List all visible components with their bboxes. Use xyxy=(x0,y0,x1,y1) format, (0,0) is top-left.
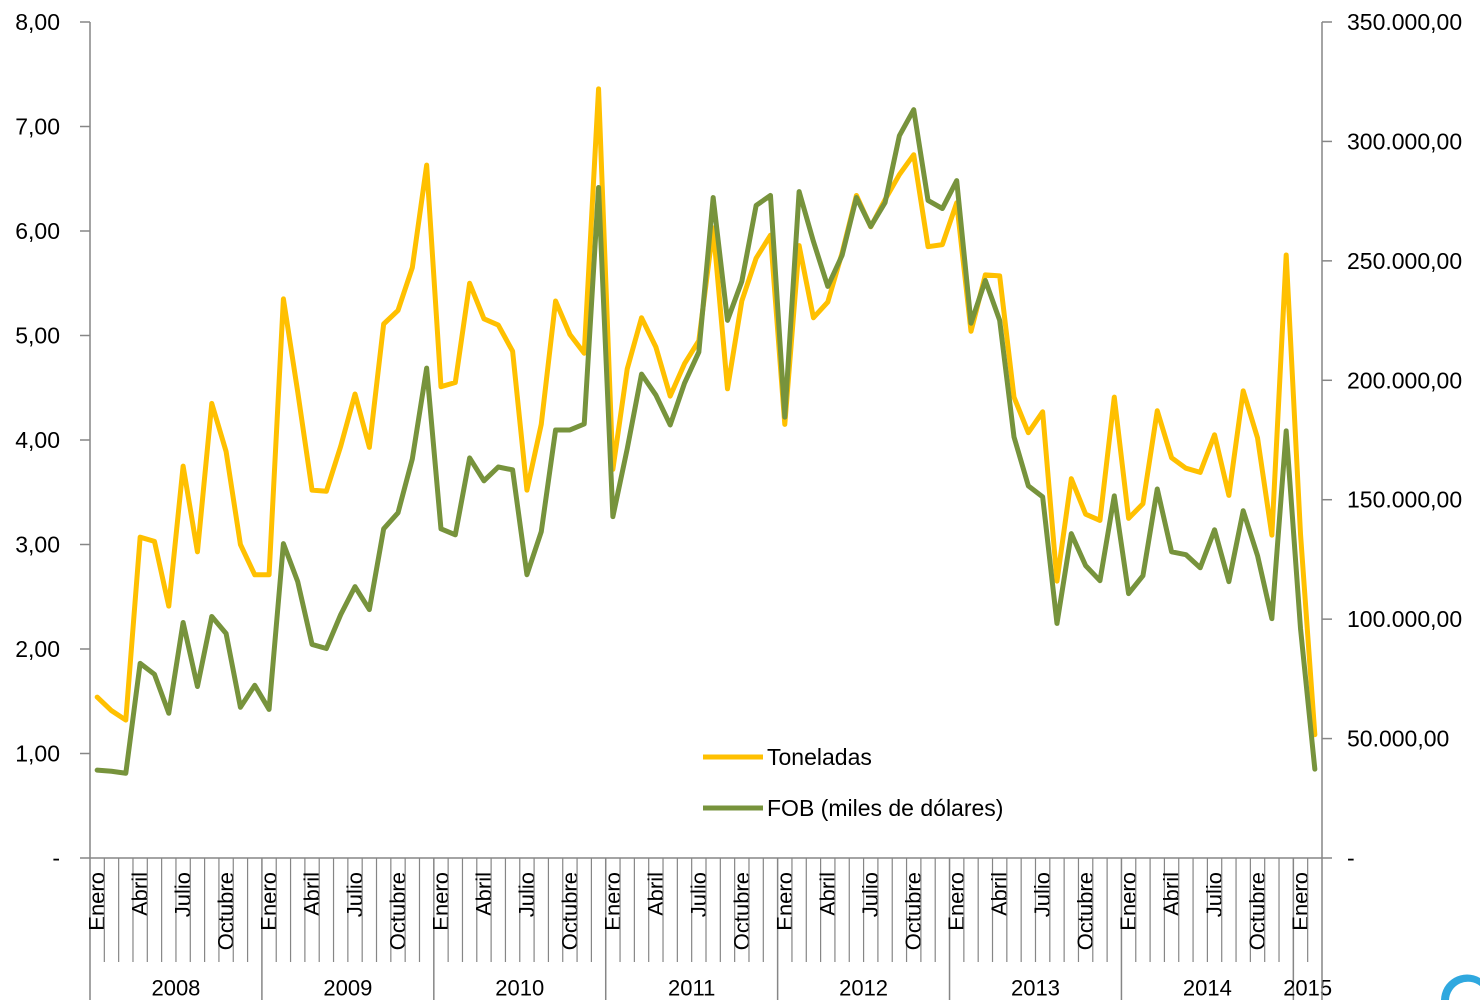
x-tick-label: Enero xyxy=(1288,872,1313,931)
y-left-tick-label: 4,00 xyxy=(15,427,60,453)
x-tick-label: Abril xyxy=(300,872,325,916)
year-label: 2015 xyxy=(1283,976,1332,1000)
x-tick-label: Enero xyxy=(85,872,110,931)
year-label: 2014 xyxy=(1183,976,1232,1000)
x-tick-label: Octubre xyxy=(386,872,411,950)
legend-label-fob: FOB (miles de dólares) xyxy=(767,795,1003,821)
y-right-tick-label: - xyxy=(1347,845,1355,871)
x-tick-label: Octubre xyxy=(1245,872,1270,950)
x-tick-label: Octubre xyxy=(1073,872,1098,950)
x-tick-label: Octubre xyxy=(729,872,754,950)
x-tick-label: Enero xyxy=(944,872,969,931)
legend: Toneladas FOB (miles de dólares) xyxy=(703,744,1003,821)
x-tick-label: Abril xyxy=(128,872,153,916)
y-right-tick-label: 350.000,00 xyxy=(1347,9,1462,35)
x-tick-label: Julio xyxy=(1030,872,1055,917)
y-left-tick-label: 3,00 xyxy=(15,532,60,558)
x-tick-label: Abril xyxy=(815,872,840,916)
year-label: 2012 xyxy=(839,976,888,1000)
y-left-tick-label: - xyxy=(52,845,60,871)
year-label: 2013 xyxy=(1011,976,1060,1000)
x-tick-label: Abril xyxy=(1159,872,1184,916)
y-right-tick-label: 250.000,00 xyxy=(1347,248,1462,274)
x-tick-label: Octubre xyxy=(901,872,926,950)
x-tick-label: Octubre xyxy=(557,872,582,950)
y-left-tick-label: 7,00 xyxy=(15,114,60,140)
y-left-tick-label: 5,00 xyxy=(15,323,60,349)
x-tick-label: Julio xyxy=(343,872,368,917)
year-label: 2011 xyxy=(668,976,715,1000)
x-tick-label: Julio xyxy=(514,872,539,917)
legend-item-fob: FOB (miles de dólares) xyxy=(703,795,1003,821)
year-label: 2009 xyxy=(323,976,372,1000)
y-axis-left: - 1,00 2,00 3,00 4,00 5,00 6,00 7,00 8,00 xyxy=(15,9,91,871)
x-tick-label: Enero xyxy=(772,872,797,931)
x-tick-label: Abril xyxy=(643,872,668,916)
x-tick-label: Octubre xyxy=(214,872,239,950)
x-tick-label: Enero xyxy=(428,872,453,931)
y-left-tick-label: 6,00 xyxy=(15,218,60,244)
x-tick-label: Julio xyxy=(171,872,196,917)
x-tick-label: Julio xyxy=(1202,872,1227,917)
legend-item-toneladas: Toneladas xyxy=(703,744,872,770)
logo-fragment xyxy=(1441,974,1480,1000)
y-right-tick-label: 150.000,00 xyxy=(1347,487,1462,513)
x-tick-label: Julio xyxy=(686,872,711,917)
x-tick-label: Abril xyxy=(471,872,496,916)
x-tick-label: Julio xyxy=(858,872,883,917)
x-tick-label: Enero xyxy=(257,872,282,931)
y-right-tick-label: 50.000,00 xyxy=(1347,726,1449,752)
y-right-tick-label: 300.000,00 xyxy=(1347,128,1462,154)
legend-label-toneladas: Toneladas xyxy=(767,744,872,770)
x-axis: Enero Abril Julio Octubre 2008 Enero Abril Juli… xyxy=(85,857,1332,1000)
y-left-tick-label: 1,00 xyxy=(15,741,60,767)
y-axis-right: - 50.000,00 100.000,00 150.000,00 200.000,00… xyxy=(1321,9,1462,871)
x-tick-label: Enero xyxy=(1116,872,1141,931)
y-right-tick-label: 200.000,00 xyxy=(1347,367,1462,393)
series-lines xyxy=(94,86,1318,776)
y-right-tick-label: 100.000,00 xyxy=(1347,606,1462,632)
y-left-tick-label: 8,00 xyxy=(15,9,60,35)
year-label: 2010 xyxy=(495,976,544,1000)
series-line-toneladas xyxy=(94,86,1318,738)
y-left-tick-label: 2,00 xyxy=(15,636,60,662)
x-tick-label: Abril xyxy=(987,872,1012,916)
series-line-fob xyxy=(94,107,1318,776)
x-tick-label: Enero xyxy=(600,872,625,931)
year-label: 2008 xyxy=(151,976,200,1000)
logo-fragment-inner xyxy=(1449,981,1480,1000)
